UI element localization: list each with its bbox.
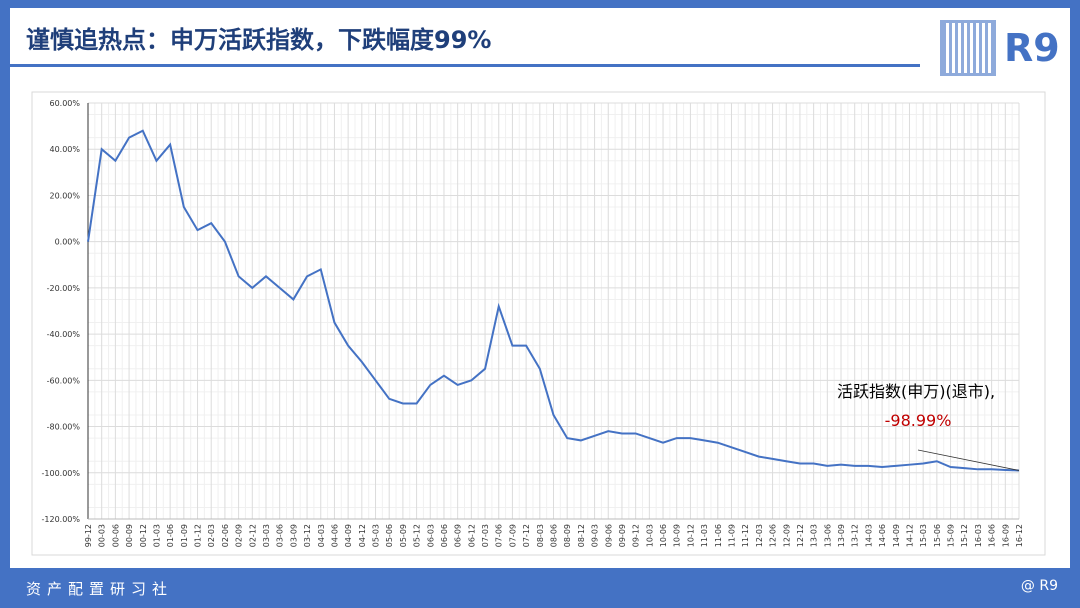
x-tick-label: 11-09 [727,524,736,547]
x-tick-label: 03-06 [276,524,285,547]
x-tick-label: 10-12 [686,524,695,547]
x-tick-label: 13-12 [851,524,860,547]
qr-code [940,20,996,76]
x-tick-label: 04-03 [317,524,326,547]
x-tick-label: 00-12 [139,524,148,547]
data-line [87,129,1020,472]
value-label: -98.99% [885,411,952,430]
x-tick-label: 16-09 [1001,524,1010,547]
x-tick-label: 03-03 [262,524,271,547]
x-tick-label: 02-06 [221,524,230,547]
x-tick-label: 07-03 [481,524,490,547]
x-tick-label: 01-09 [180,524,189,547]
y-tick-label: -80.00% [47,423,81,432]
x-tick-label: 15-09 [947,524,956,547]
x-tick-label: 06-09 [454,524,463,547]
x-tick-label: 07-09 [508,524,517,547]
y-tick-label: -40.00% [47,330,81,339]
x-tick-label: 99-12 [84,524,93,547]
x-tick-label: 12-06 [769,524,778,547]
x-tick-label: 13-06 [823,524,832,547]
x-tick-label: 09-09 [618,524,627,547]
x-tick-label: 00-06 [111,524,120,547]
x-tick-label: 11-06 [714,524,723,547]
x-tick-label: 04-12 [358,524,367,547]
y-tick-label: -20.00% [47,284,81,293]
x-tick-label: 15-06 [933,524,942,547]
y-tick-label: 0.00% [55,238,81,247]
x-tick-label: 11-12 [741,524,750,547]
x-tick-label: 09-12 [632,524,641,547]
x-tick-label: 02-12 [248,524,257,547]
x-tick-label: 15-12 [960,524,969,547]
slide-title: 谨慎追热点：申万活跃指数，下跌幅度99% [26,26,492,54]
x-tick-label: 09-03 [591,524,600,547]
x-tick-label: 02-03 [207,524,216,547]
x-tick-label: 15-03 [919,524,928,547]
x-tick-label: 10-09 [673,524,682,547]
annotation: 活跃指数(申万)(退市), [837,382,995,401]
x-tick-label: 12-03 [755,524,764,547]
y-tick-label: 20.00% [49,191,80,200]
x-tick-label: 04-06 [330,524,339,547]
x-tick-label: 06-06 [440,524,449,547]
x-tick-label: 06-03 [426,524,435,547]
x-tick-label: 11-03 [700,524,709,547]
x-tick-label: 16-06 [988,524,997,547]
x-tick-label: 07-12 [522,524,531,547]
x-tick-label: 03-09 [289,524,298,547]
y-tick-label: -100.00% [42,469,81,478]
x-tick-label: 01-03 [152,524,161,547]
x-tick-label: 10-06 [659,524,668,547]
x-tick-label: 10-03 [645,524,654,547]
x-tick-label: 05-06 [385,524,394,547]
x-tick-label: 14-12 [905,524,914,547]
x-tick-label: 14-03 [864,524,873,547]
x-tick-label: 13-03 [810,524,819,547]
x-tick-label: 03-12 [303,524,312,547]
leader-line [917,449,1020,471]
x-tick-label: 00-09 [125,524,134,547]
x-tick-label: 02-09 [235,524,244,547]
x-tick-label: 05-12 [413,524,422,547]
y-tick-label: 40.00% [49,145,80,154]
x-tick-label: 07-06 [495,524,504,547]
x-tick-label: 05-09 [399,524,408,547]
title-rule [10,64,920,67]
footer-right: @ R9 [1020,578,1058,594]
y-tick-label: -120.00% [42,515,81,524]
x-tick-label: 01-12 [194,524,203,547]
x-tick-label: 06-12 [467,524,476,547]
x-tick-label: 13-09 [837,524,846,547]
x-tick-label: 08-09 [563,524,572,547]
x-tick-label: 00-03 [98,524,107,547]
x-tick-label: 08-12 [577,524,586,547]
x-tick-label: 12-09 [782,524,791,547]
x-tick-label: 14-09 [892,524,901,547]
logo: R9 [1004,26,1060,70]
x-tick-label: 12-12 [796,524,805,547]
footer-left: 资产配置研习社 [26,580,174,598]
x-tick-label: 09-06 [604,524,613,547]
y-tick-label: 60.00% [49,99,80,108]
x-tick-label: 16-12 [1015,524,1024,547]
x-tick-label: 05-03 [372,524,381,547]
chart-frame [31,91,1046,556]
x-tick-label: 08-06 [550,524,559,547]
x-tick-label: 08-03 [536,524,545,547]
y-tick-label: -60.00% [47,376,81,385]
x-tick-label: 01-06 [166,524,175,547]
x-tick-label: 04-09 [344,524,353,547]
x-tick-label: 14-06 [878,524,887,547]
x-tick-label: 16-03 [974,524,983,547]
